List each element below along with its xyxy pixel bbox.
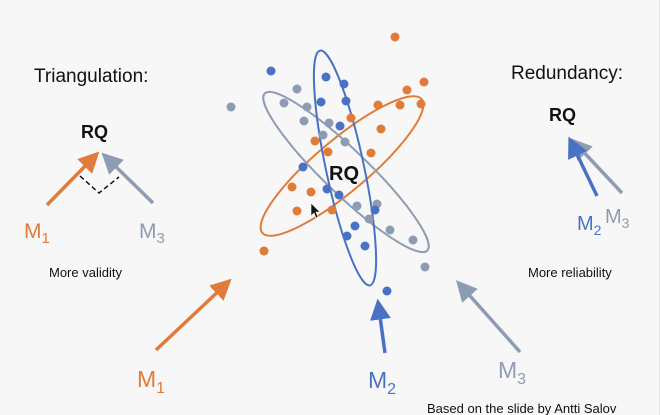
m1-points [259, 32, 429, 256]
center-m2-label: M2 [368, 367, 396, 398]
center-m3-arrow [456, 280, 522, 354]
redundancy-m2-label: M2 [577, 213, 602, 238]
m2-points [266, 66, 392, 296]
triangulation-m3-arrow [101, 152, 155, 205]
redundancy-m3-label: M3 [605, 206, 630, 231]
mouse-cursor-icon [310, 202, 321, 219]
triangulation-m3-label: M3 [139, 220, 165, 247]
redundancy-rq-label: RQ [549, 105, 576, 125]
redundancy-title: Redundancy: [511, 63, 623, 84]
center-m1-label: M1 [137, 366, 165, 397]
m3-points [226, 84, 430, 272]
center-m1-arrow [154, 278, 232, 352]
redundancy-caption: More reliability [528, 265, 612, 280]
credit-text: Based on the slide by Antti Salov [427, 401, 617, 415]
center-m3-label: M3 [498, 357, 526, 388]
center-m2-arrow [370, 298, 391, 354]
triangulation-m1-arrow [45, 151, 100, 207]
m1-ellipse [259, 95, 425, 237]
center-rq-label: RQ [329, 163, 359, 185]
triangulation-title: Triangulation: [34, 66, 148, 87]
redundancy-m2-arrow [568, 136, 599, 197]
triangulation-right-angle-marker [79, 175, 120, 194]
m2-ellipse [312, 49, 378, 287]
triangulation-rq-label: RQ [81, 122, 108, 142]
triangulation-m1-label: M1 [24, 220, 50, 247]
triangulation-caption: More validity [49, 265, 122, 280]
